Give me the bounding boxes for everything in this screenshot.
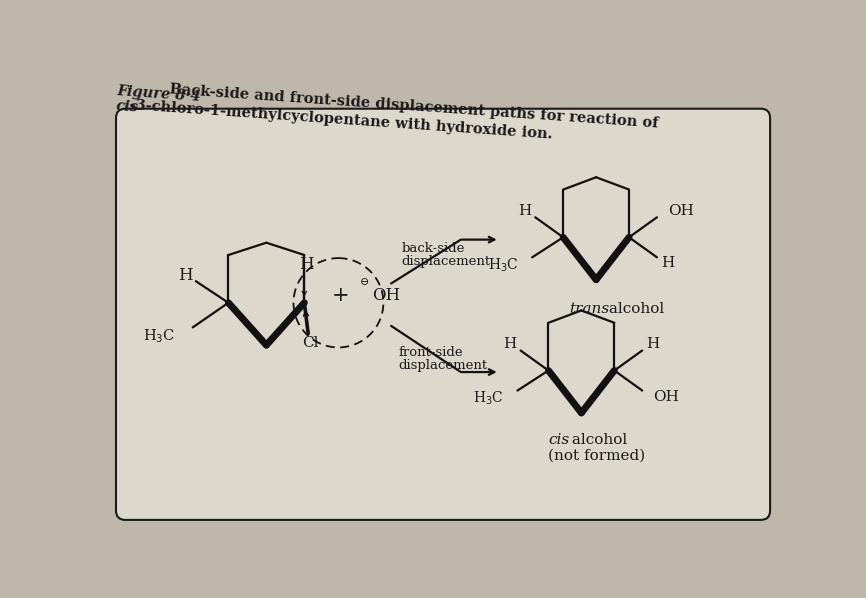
Text: Back-side and front-side displacement paths for reaction of: Back-side and front-side displacement pa…	[164, 82, 659, 130]
Text: H: H	[518, 204, 531, 218]
Text: front-side: front-side	[399, 346, 463, 359]
Text: H$_3$C: H$_3$C	[473, 389, 503, 407]
Text: Cl: Cl	[302, 336, 319, 350]
Text: (not formed): (not formed)	[548, 448, 646, 462]
Text: H: H	[503, 337, 516, 352]
Text: cis: cis	[548, 433, 570, 447]
Text: H: H	[646, 337, 660, 352]
Text: cis: cis	[115, 99, 139, 115]
Text: displacement: displacement	[401, 255, 490, 268]
Text: displacement: displacement	[399, 359, 488, 371]
Text: Figure 8·4: Figure 8·4	[116, 84, 201, 104]
Text: OH: OH	[372, 286, 400, 304]
Text: OH: OH	[668, 204, 694, 218]
Text: back-side: back-side	[401, 242, 464, 255]
Text: ⊖: ⊖	[360, 277, 370, 287]
Text: H$_3$C: H$_3$C	[144, 328, 176, 346]
Text: H: H	[661, 257, 675, 270]
Text: trans: trans	[569, 302, 610, 316]
Text: OH: OH	[653, 390, 679, 404]
Text: alcohol: alcohol	[604, 302, 664, 316]
Text: -3-chloro-1-methylcyclopentane with hydroxide ion.: -3-chloro-1-methylcyclopentane with hydr…	[129, 98, 553, 142]
FancyBboxPatch shape	[116, 109, 770, 520]
Text: alcohol: alcohol	[567, 433, 627, 447]
Text: H: H	[299, 256, 313, 273]
Text: H: H	[178, 267, 193, 283]
Text: H$_3$C: H$_3$C	[488, 257, 518, 274]
Text: +: +	[332, 286, 350, 304]
